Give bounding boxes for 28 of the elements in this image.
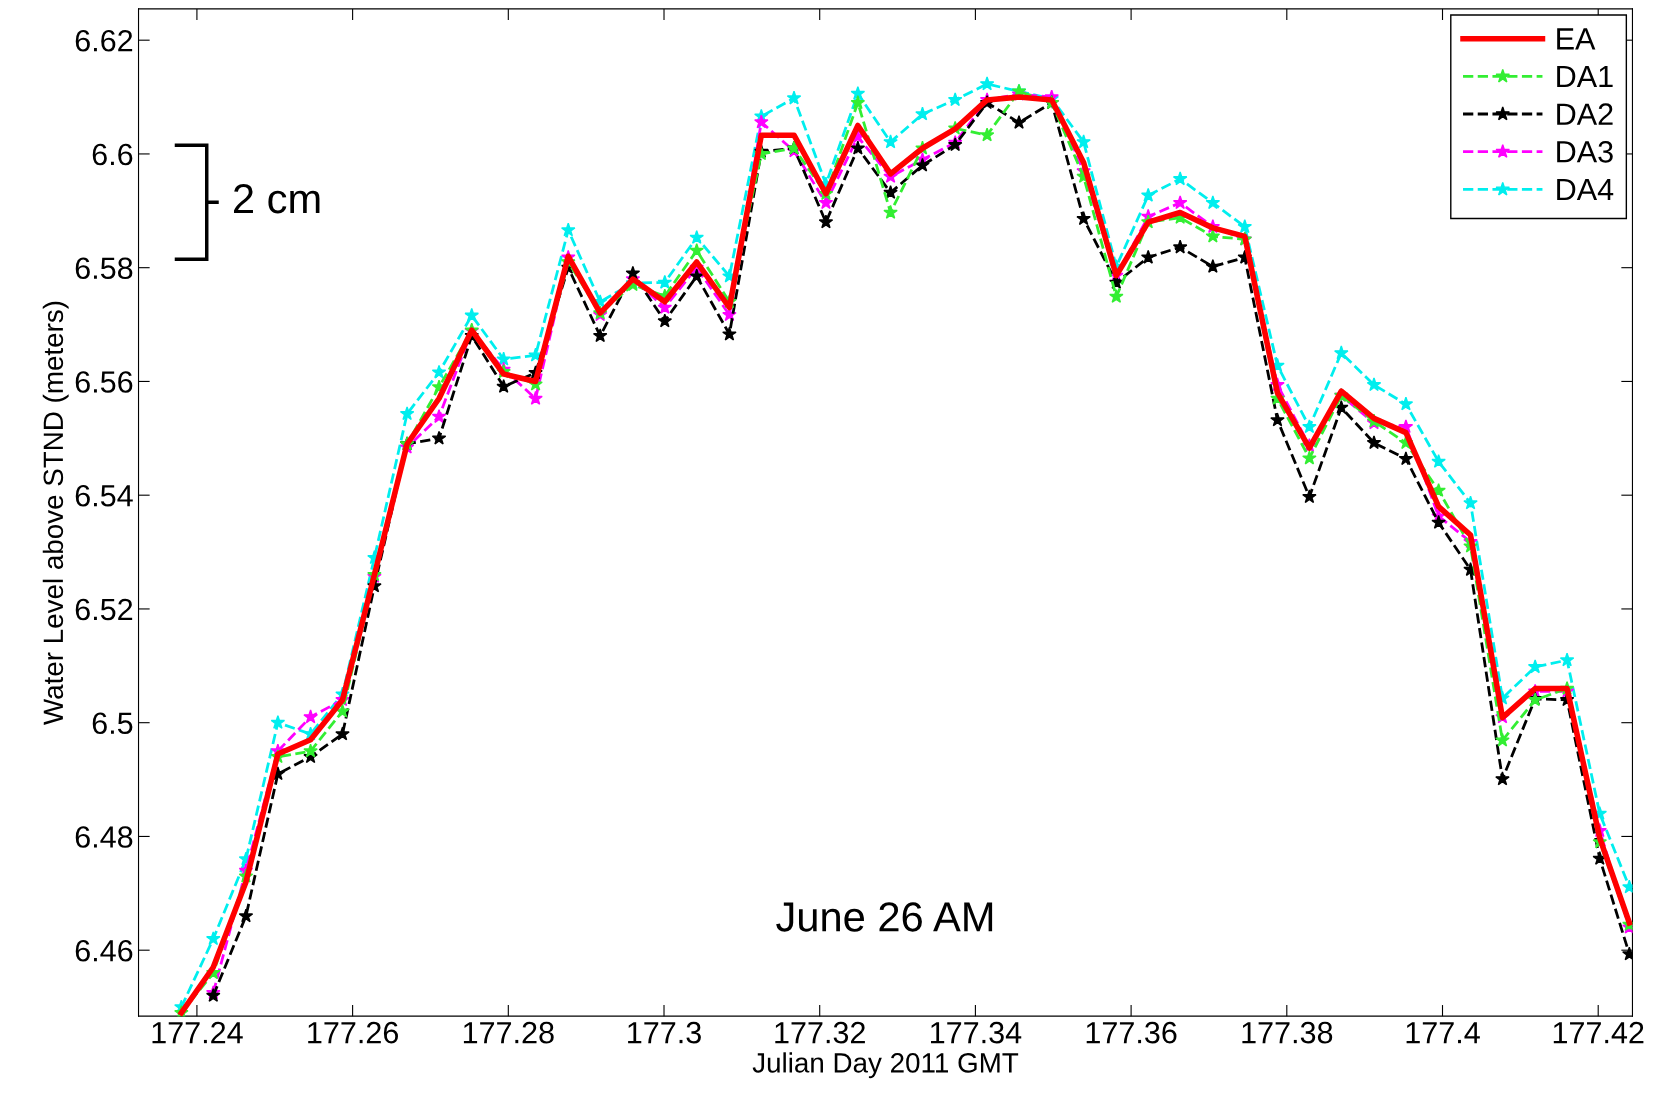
legend-label: DA2 — [1557, 103, 1613, 125]
x-tick-label: 177.34 — [931, 1021, 1022, 1044]
x-tick-label: 177.36 — [1086, 1021, 1177, 1044]
x-tick-label: 177.24 — [152, 1021, 243, 1044]
legend-label: DA4 — [1557, 178, 1614, 200]
y-tick-label: 6.6 — [92, 143, 133, 166]
x-tick-label: 177.28 — [463, 1021, 554, 1044]
x-tick-label: 177.26 — [308, 1021, 398, 1044]
annotation: June 26 AM — [776, 902, 993, 932]
y-tick-label: 6.5 — [92, 712, 133, 735]
legend-label: EA — [1557, 28, 1596, 50]
y-tick-label: 6.54 — [75, 484, 133, 507]
y-axis-title: Water Level above STND (meters) — [42, 301, 69, 725]
x-axis-title: Julian Day 2011 GMT — [752, 1052, 1019, 1079]
y-tick-label: 6.48 — [75, 826, 133, 848]
x-tick-label: 177.3 — [628, 1021, 701, 1044]
x-tick-label: 177.38 — [1242, 1021, 1333, 1044]
y-tick-label: 6.62 — [75, 29, 133, 52]
annotation: 2 cm — [233, 183, 320, 214]
x-tick-label: 177.32 — [775, 1021, 865, 1044]
x-tick-label: 177.4 — [1406, 1022, 1480, 1044]
y-tick-label: 6.46 — [75, 939, 133, 962]
y-tick-label: 6.58 — [75, 257, 133, 280]
y-tick-label: 6.52 — [75, 598, 133, 621]
legend-label: DA1 — [1557, 66, 1613, 88]
x-tick-label: 177.42 — [1553, 1021, 1644, 1044]
y-tick-label: 6.56 — [75, 371, 133, 393]
legend-label: DA3 — [1557, 140, 1613, 163]
